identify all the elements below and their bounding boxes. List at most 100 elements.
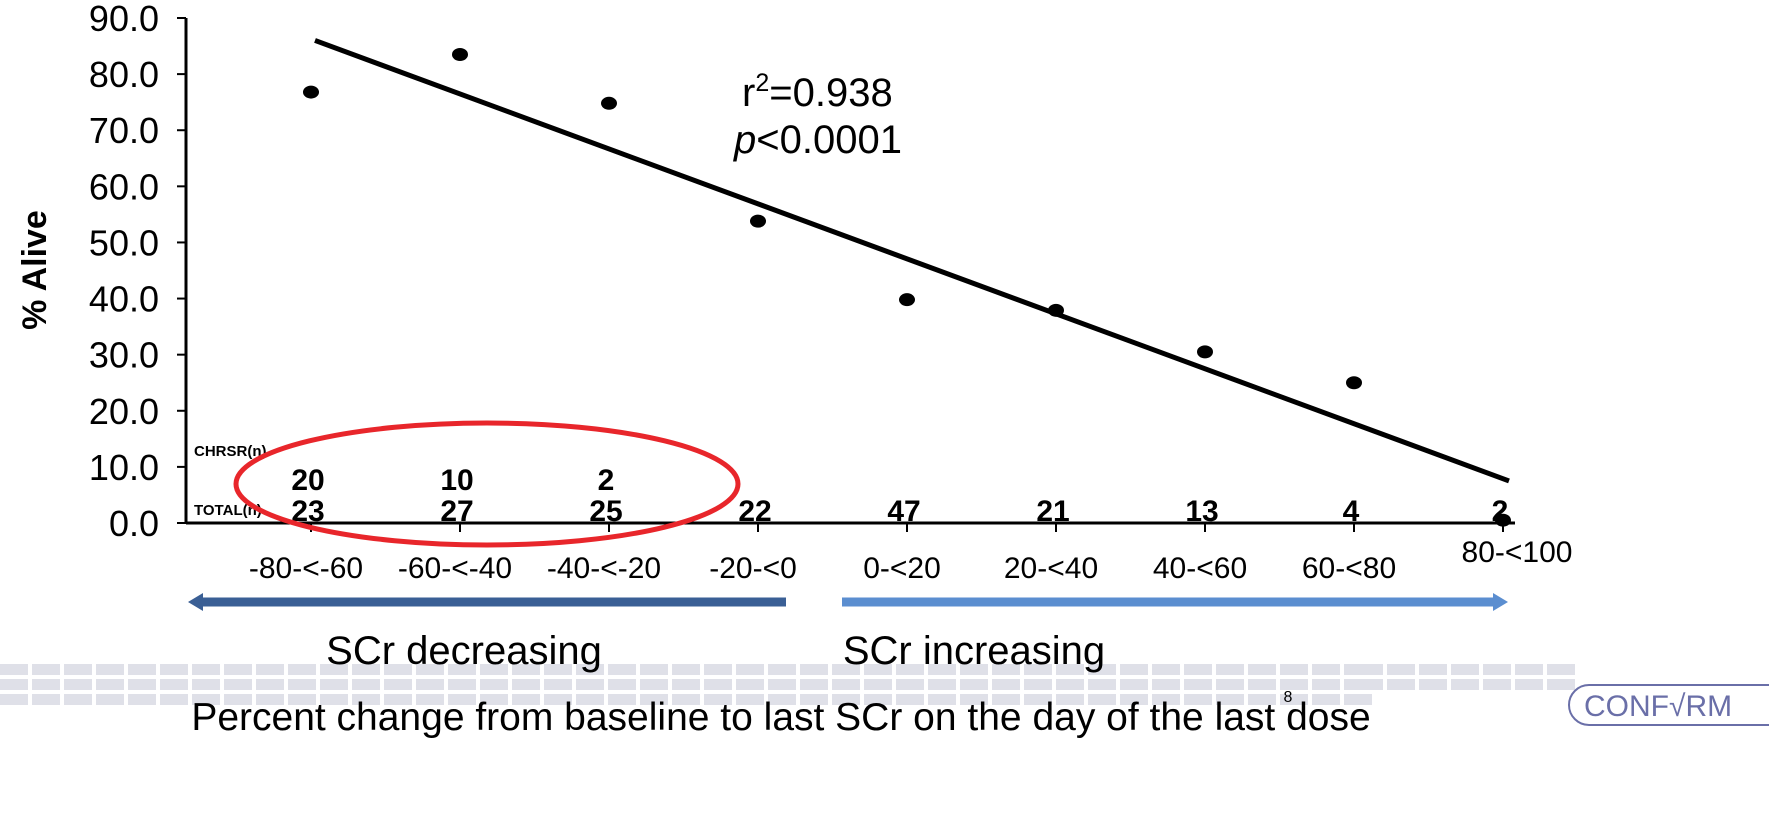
footer-grid-block (544, 694, 572, 705)
footer-grid-block (384, 694, 412, 705)
total-value: 22 (738, 495, 771, 528)
footer-grid-block (32, 679, 60, 690)
footer-grid-block (1515, 679, 1543, 690)
footer-grid-block (128, 694, 156, 705)
footer-grid-block (1344, 694, 1372, 705)
footer-grid-block (864, 664, 892, 675)
footer-grid-block (256, 694, 284, 705)
footer-grid-block (1547, 664, 1575, 675)
footer-grid-block (0, 664, 28, 675)
arrow-left-head (188, 593, 203, 611)
footer-grid-block (1387, 664, 1415, 675)
x-category-label: -20-<0 (709, 552, 797, 585)
footer-grid-block (640, 694, 668, 705)
total-value: 25 (589, 495, 622, 528)
footer-grid-block (352, 664, 380, 675)
footer-grid-block (1547, 679, 1575, 690)
y-axis-label: % Alive (16, 210, 54, 330)
footer-grid-block (1152, 664, 1180, 675)
chrsr-value: 20 (291, 464, 324, 497)
footer-grid-block (832, 694, 860, 705)
footer-grid-block (1184, 694, 1212, 705)
footer-grid-block (736, 664, 764, 675)
total-value: 2 (1492, 495, 1509, 528)
footer-grid-block (192, 694, 220, 705)
logo-badge (1568, 684, 1769, 726)
x-category-label: 60-<80 (1302, 552, 1396, 585)
footer-grid-block (608, 679, 636, 690)
footer-grid-block (1056, 694, 1084, 705)
footer-grid-block (576, 664, 604, 675)
y-tick-label: 70.0 (89, 110, 159, 151)
footer-grid-block (672, 694, 700, 705)
data-point (1197, 345, 1213, 359)
footer-grid-block (480, 679, 508, 690)
footer-grid-block (1280, 694, 1308, 705)
footer-grid-block (384, 664, 412, 675)
footer-grid-block (1248, 679, 1276, 690)
footer-grid-block (1120, 664, 1148, 675)
footer-grid-block (1248, 664, 1276, 675)
footer-grid-block (1152, 694, 1180, 705)
footer-grid-block (832, 664, 860, 675)
total-row-label: TOTAL(n) (194, 502, 262, 519)
footer-grid-block (896, 679, 924, 690)
y-tick-label: 80.0 (89, 54, 159, 95)
footer-grid-block (1184, 664, 1212, 675)
footer-grid-block (1280, 679, 1308, 690)
y-tick-label: 90.0 (89, 0, 159, 39)
footer-grid-block (1056, 664, 1084, 675)
footer-grid-block (384, 679, 412, 690)
footer-grid-block (320, 664, 348, 675)
footer-grid-block (64, 694, 92, 705)
footer-grid-block (1152, 679, 1180, 690)
footer-grid-block (1024, 664, 1052, 675)
footer-grid-block (64, 679, 92, 690)
x-axis-label: Percent change from baseline to last SCr… (191, 696, 1370, 739)
footer-grid-block (896, 664, 924, 675)
footer-grid-block (64, 664, 92, 675)
footer-grid-block (864, 679, 892, 690)
footer-grid-block (1355, 679, 1383, 690)
footer-grid-block (576, 679, 604, 690)
footer-grid-block (1088, 679, 1116, 690)
data-point (750, 214, 766, 228)
footer-grid-block (1312, 694, 1340, 705)
chrsr-value: 2 (598, 464, 615, 497)
page-number: 8 (1284, 689, 1293, 706)
footer-grid-block (0, 694, 28, 705)
p-italic: p (733, 118, 756, 162)
footer-grid-block (480, 694, 508, 705)
footer-grid-block (832, 679, 860, 690)
annotation-r2: r2=0.938 (742, 69, 893, 115)
footer-grid-block (352, 679, 380, 690)
footer-grid-block (1451, 679, 1479, 690)
footer-grid-block (672, 664, 700, 675)
x-category-label: -80-<-60 (249, 552, 363, 585)
x-category-label: -40-<-20 (547, 552, 661, 585)
footer-grid-block (512, 679, 540, 690)
footer-grid-block (736, 679, 764, 690)
data-point (303, 85, 319, 99)
footer-grid-block (768, 679, 796, 690)
footer-grid-block (1387, 679, 1415, 690)
r2-base: r (742, 71, 755, 115)
footer-grid-block (224, 664, 252, 675)
footer-grid-block (192, 664, 220, 675)
footer-grid-block (288, 664, 316, 675)
logo-text: CONF√RM (1584, 690, 1732, 723)
x-category-label: -60-<-40 (398, 552, 512, 585)
footer-grid-block (1024, 679, 1052, 690)
x-category-label: 0-<20 (863, 552, 941, 585)
footer-grid-block (256, 679, 284, 690)
y-tick-label: 0.0 (109, 503, 159, 544)
r2-sup: 2 (755, 69, 769, 97)
footer-grid-block (704, 664, 732, 675)
footer-grid-block (288, 679, 316, 690)
footer-grid-block (1216, 664, 1244, 675)
footer-grid-block (512, 694, 540, 705)
footer-grid-block (1248, 694, 1276, 705)
footer-grid-block (640, 679, 668, 690)
footer-grid-block (32, 694, 60, 705)
data-point (1346, 376, 1362, 390)
